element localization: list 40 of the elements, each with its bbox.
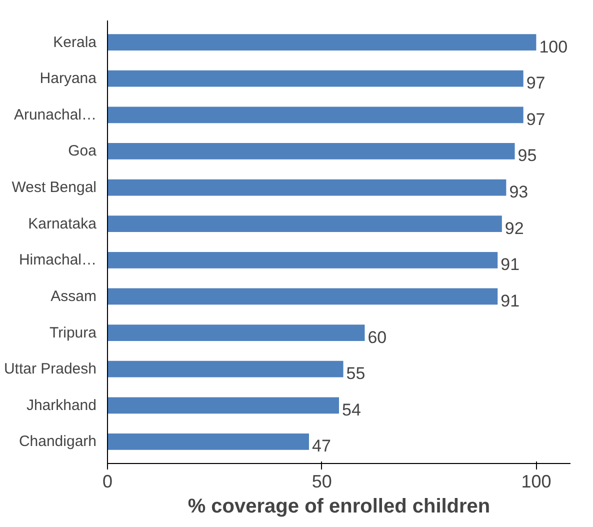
data-label: 92 [504,218,524,238]
y-tick-label: Goa [68,142,98,160]
data-label: 93 [509,182,528,202]
x-axis-title: % coverage of enrolled children [188,496,490,518]
x-tick-label: 100 [521,472,552,492]
bar [108,143,515,160]
bar [108,324,365,341]
y-tick-label: Haryana [40,70,98,88]
data-label: 91 [500,255,520,274]
y-tick-label: Tripura [50,324,98,342]
data-label: 95 [518,146,537,166]
x-tick-label: 0 [102,472,113,492]
y-tick-label: Jharkhand [26,396,97,414]
y-tick-label: Himachal… [18,252,97,269]
y-tick-label: Chandigarh [18,433,97,450]
data-label: 54 [342,400,361,420]
bar [108,216,502,232]
y-tick-label: Karnataka [28,215,98,232]
bar [108,106,524,124]
data-label: 100 [539,37,568,56]
data-label: 55 [346,364,366,384]
bar [108,434,309,450]
data-label: 47 [312,436,331,456]
bar [108,34,536,50]
bar [108,252,498,268]
bar [108,70,524,87]
bar [108,179,506,196]
data-label: 97 [526,110,546,129]
y-tick-label: Assam [50,288,96,305]
y-tick-label: Kerala [53,34,98,51]
data-label: 91 [500,291,520,310]
x-tick-label: 50 [312,472,332,492]
y-tick-label: Arunachal… [14,106,97,124]
data-label: 60 [368,328,387,347]
bar [108,397,339,414]
y-tick-label: Uttar Pradesh [4,360,97,378]
data-label: 97 [526,74,546,93]
bar [108,360,344,378]
y-tick-label: West Bengal [12,179,97,196]
bar [108,288,498,305]
